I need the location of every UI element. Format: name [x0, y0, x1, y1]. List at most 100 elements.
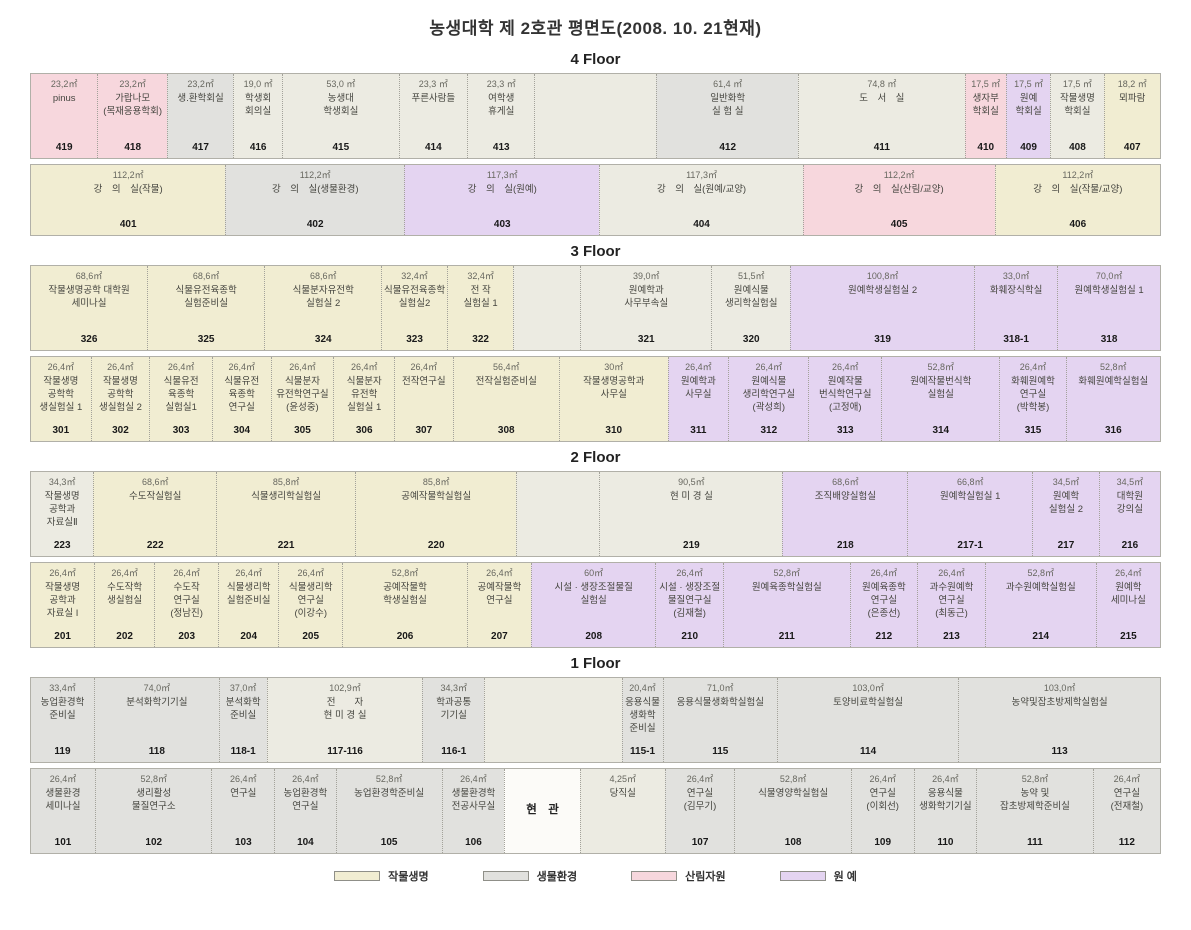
room-area: 52,8㎡: [927, 362, 955, 372]
room-207: 26,4㎡ 공예작물학 연구실 207: [466, 563, 531, 647]
room-number: 212: [875, 631, 893, 642]
room-area: 37,0㎡: [229, 683, 257, 693]
room-118: 74,0㎡ 분석화학기기실 118: [93, 678, 219, 762]
room-323: 32,4㎡ 식물유전육종학 실험실2 323: [381, 266, 447, 350]
room-number: 316: [1104, 425, 1122, 436]
room-number: 114: [860, 746, 877, 757]
room-area: 26,4㎡: [49, 568, 76, 578]
room-name: 전작실험준비실: [475, 375, 537, 387]
room-area: 103,0㎡: [1043, 683, 1076, 693]
room-409: 17,5 ㎡ 원예 학회실 409: [1005, 74, 1051, 158]
room-name: 분석화학 준비실: [225, 696, 261, 721]
room-area: 68,6㎡: [192, 271, 220, 281]
room-403: 117,3㎡ 강 의 실(원예) 403: [404, 165, 600, 235]
room-area: 70,0㎡: [1095, 271, 1123, 281]
room-area: 26,4㎡: [686, 774, 714, 784]
room-name: 도 서 실: [859, 92, 905, 104]
room-name: 강 의 실(생물환경): [271, 183, 359, 195]
room-area: 26,4㎡: [676, 568, 703, 578]
legend-swatch-crop: [334, 871, 381, 881]
room-name: 식물생리학실험실: [251, 490, 322, 502]
room-name: 공예작물학 연구실: [477, 581, 522, 606]
room-name: 작물생명 공학과 자료실Ⅱ: [44, 490, 80, 528]
room-310: 30㎡ 작물생명공학과 사무실 310: [558, 357, 668, 441]
room-name: 작물생명공학과 사무실: [583, 375, 645, 400]
floor-section: 1 Floor 33,4㎡ 농업환경학 준비실 119 74,0㎡ 분석화학기기실 118 3…: [30, 655, 1161, 854]
room-404: 117,3㎡ 강 의 실(원예/교양) 404: [599, 165, 803, 235]
room-name: 시설 · 생장조절 물질연구실 (김재철): [659, 581, 721, 619]
room-name: 원예학생실험실 1: [1074, 284, 1144, 296]
room-area: 20,4㎡: [629, 683, 656, 693]
room-number: 320: [742, 334, 760, 345]
room-218: 68,6㎡ 조직배양실험실 218: [782, 472, 908, 556]
floor-row: 112,2㎡ 강 의 실(작물) 401 112,2㎡ 강 의 실(생물환경) 402 11…: [30, 164, 1161, 236]
room-area: 68,6㎡: [141, 477, 169, 487]
room-name: 토양비료학실험실: [833, 696, 904, 708]
room-number: 116-1: [441, 746, 467, 757]
room-name: 식물분자 유전학 실험실 1: [346, 375, 382, 413]
room-number: 314: [932, 425, 950, 436]
room-name: 식물분자 유전학연구실 (윤성중): [276, 375, 329, 413]
room-area: 34,5㎡: [1052, 477, 1080, 487]
room-area: 32,4㎡: [401, 271, 428, 281]
room-name: 식물유전육종학 실험준비실: [175, 284, 237, 309]
room-area: 52,8㎡: [375, 774, 403, 784]
room-215: 26,4㎡ 원예학 세미나실 215: [1095, 563, 1161, 647]
floor-heading: 2 Floor: [570, 449, 621, 466]
room-115: 71,0㎡ 응용식물생화학실험실 115: [662, 678, 778, 762]
floor-heading: 1 Floor: [570, 655, 621, 672]
room-315: 26,4㎡ 화훼원예학 연구실 (박학봉) 315: [999, 357, 1066, 441]
room-number: 201: [54, 631, 71, 642]
room-number: 216: [1121, 540, 1139, 551]
room-area: 90,5㎡: [678, 477, 705, 487]
room-number: 305: [294, 425, 311, 436]
room-211: 52,8㎡ 원예육종학실험실 211: [722, 563, 850, 647]
room-area: 26,4㎡: [460, 774, 487, 784]
room-number: 411: [873, 142, 890, 153]
room-area: 19,0 ㎡: [243, 79, 273, 89]
room-name: 화훼원예학실험실: [1078, 375, 1149, 387]
room-number: 405: [890, 219, 908, 230]
room-name: 강 의 실(원예/교양): [656, 183, 747, 195]
room-319: 100,8㎡ 원예학생실험실 2 319: [790, 266, 975, 350]
room-name: 응용식물생화학실험실: [676, 696, 764, 708]
room-318-1: 33,0㎡ 화훼장식학실 318-1: [974, 266, 1058, 350]
room-415: 53,0 ㎡ 농생대 학생회실 415: [282, 74, 399, 158]
room-area: 52,8㎡: [391, 568, 419, 578]
legend-item: 작물생명: [334, 868, 429, 884]
room-111: 52,8㎡ 농약 및 잡초방제학준비실 111: [976, 769, 1093, 853]
room-307: 26,4㎡ 전작연구실 307: [394, 357, 453, 441]
room-204: 26,4㎡ 식물생리학 실험준비실 204: [218, 563, 279, 647]
room-name: 원예식물 생리학실험실: [725, 284, 778, 309]
room-name: 전 작 실험실 1: [463, 284, 498, 309]
room-name: 전작연구실: [401, 375, 446, 387]
room-406: 112,2㎡ 강 의 실(작물/교양) 406: [994, 165, 1161, 235]
room-name: 농업환경학 연구실: [283, 787, 328, 812]
floor-plan-page: 농생대학 제 2호관 평면도(2008. 10. 21현재) 4 Floor 23…: [30, 14, 1161, 884]
room-area: 26,4㎡: [869, 774, 896, 784]
room-number: 119: [54, 746, 71, 757]
room-303: 26,4㎡ 식물유전 육종학 실험실1 303: [149, 357, 213, 441]
room-name: 농업환경학 준비실: [40, 696, 85, 721]
room-220: 85,8㎡ 공예작물학실험실 220: [355, 472, 517, 556]
room-name: 전 자 현 미 경 실: [323, 696, 367, 721]
room-name: 학생회 회의실: [245, 92, 272, 117]
room-name: 식물생리학 실험준비실: [226, 581, 271, 606]
room-number: 105: [380, 837, 398, 848]
room-407: 18,2 ㎡ 뫼파람 407: [1103, 74, 1160, 158]
legend-label: 생물환경: [536, 871, 578, 883]
room-name: 원예학생실험실 2: [848, 284, 918, 296]
room-area: 39,0㎡: [632, 271, 660, 281]
room-number: [536, 142, 655, 154]
room-area: 52,8㎡: [1100, 362, 1127, 372]
room-number: 222: [146, 540, 164, 551]
room-320: 51,5㎡ 원예식물 생리학실험실 320: [711, 266, 791, 350]
room-number: 311: [690, 425, 707, 436]
room-area: 26,4㎡: [350, 362, 378, 372]
room-316: 52,8㎡ 화훼원예학실험실 316: [1065, 357, 1161, 441]
room-413: 23,3 ㎡ 여학생 휴게실 413: [467, 74, 535, 158]
room-name: 응용식물 생화학기기실: [919, 787, 972, 812]
empty-cell: [484, 678, 622, 762]
room-number: 211: [778, 631, 795, 642]
room-number: 407: [1123, 142, 1141, 153]
